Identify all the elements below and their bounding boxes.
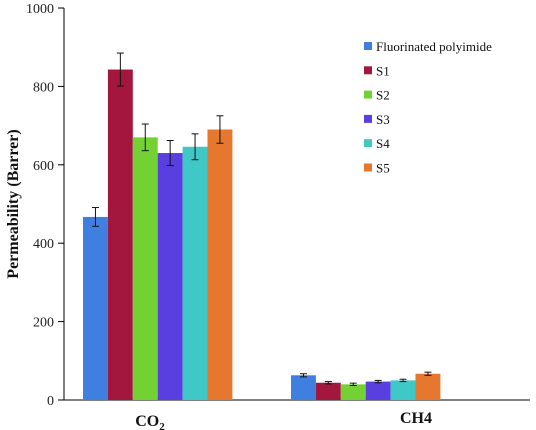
x-category-label-co2: CO2 — [135, 413, 165, 430]
y-tick-label: 600 — [33, 159, 54, 174]
legend: Fluorinated polyimide S1 S2 S3 S4 S5 — [364, 39, 492, 176]
y-tick-label: 800 — [33, 80, 54, 95]
bar — [415, 373, 441, 400]
bar — [390, 380, 416, 400]
bar — [107, 69, 133, 400]
legend-swatch — [364, 42, 372, 50]
y-tick-label: 1000 — [26, 2, 54, 17]
legend-swatch — [364, 90, 372, 99]
legend-label: Fluorinated polyimide — [376, 39, 492, 54]
error-bars — [91, 52, 432, 386]
bar — [291, 375, 316, 400]
legend-swatch — [364, 163, 372, 172]
bar — [132, 137, 158, 401]
x-category-label-ch4: CH4 — [400, 410, 432, 427]
bar — [83, 216, 108, 400]
bar — [340, 384, 366, 400]
y-tick-label: 400 — [33, 237, 54, 252]
bar — [157, 153, 183, 400]
y-tick-label: 200 — [33, 316, 54, 331]
legend-label: S1 — [376, 63, 390, 78]
bar — [315, 382, 341, 400]
legend-label: S3 — [376, 112, 390, 127]
bars — [83, 69, 441, 401]
legend-label: S2 — [376, 88, 390, 103]
y-tick-label: 0 — [47, 394, 54, 409]
legend-swatch — [364, 66, 372, 75]
bar — [182, 146, 208, 400]
legend-swatch — [364, 139, 372, 148]
plot-area: 0 200 400 600 800 1000 — [26, 2, 530, 409]
y-ticks: 0 200 400 600 800 1000 — [26, 2, 64, 409]
bar — [207, 129, 233, 400]
legend-label: S4 — [376, 136, 390, 151]
legend-label: S5 — [376, 161, 390, 176]
bar — [365, 381, 391, 400]
y-axis-title: Permeability (Barrer) — [5, 129, 22, 278]
legend-swatch — [364, 114, 372, 123]
